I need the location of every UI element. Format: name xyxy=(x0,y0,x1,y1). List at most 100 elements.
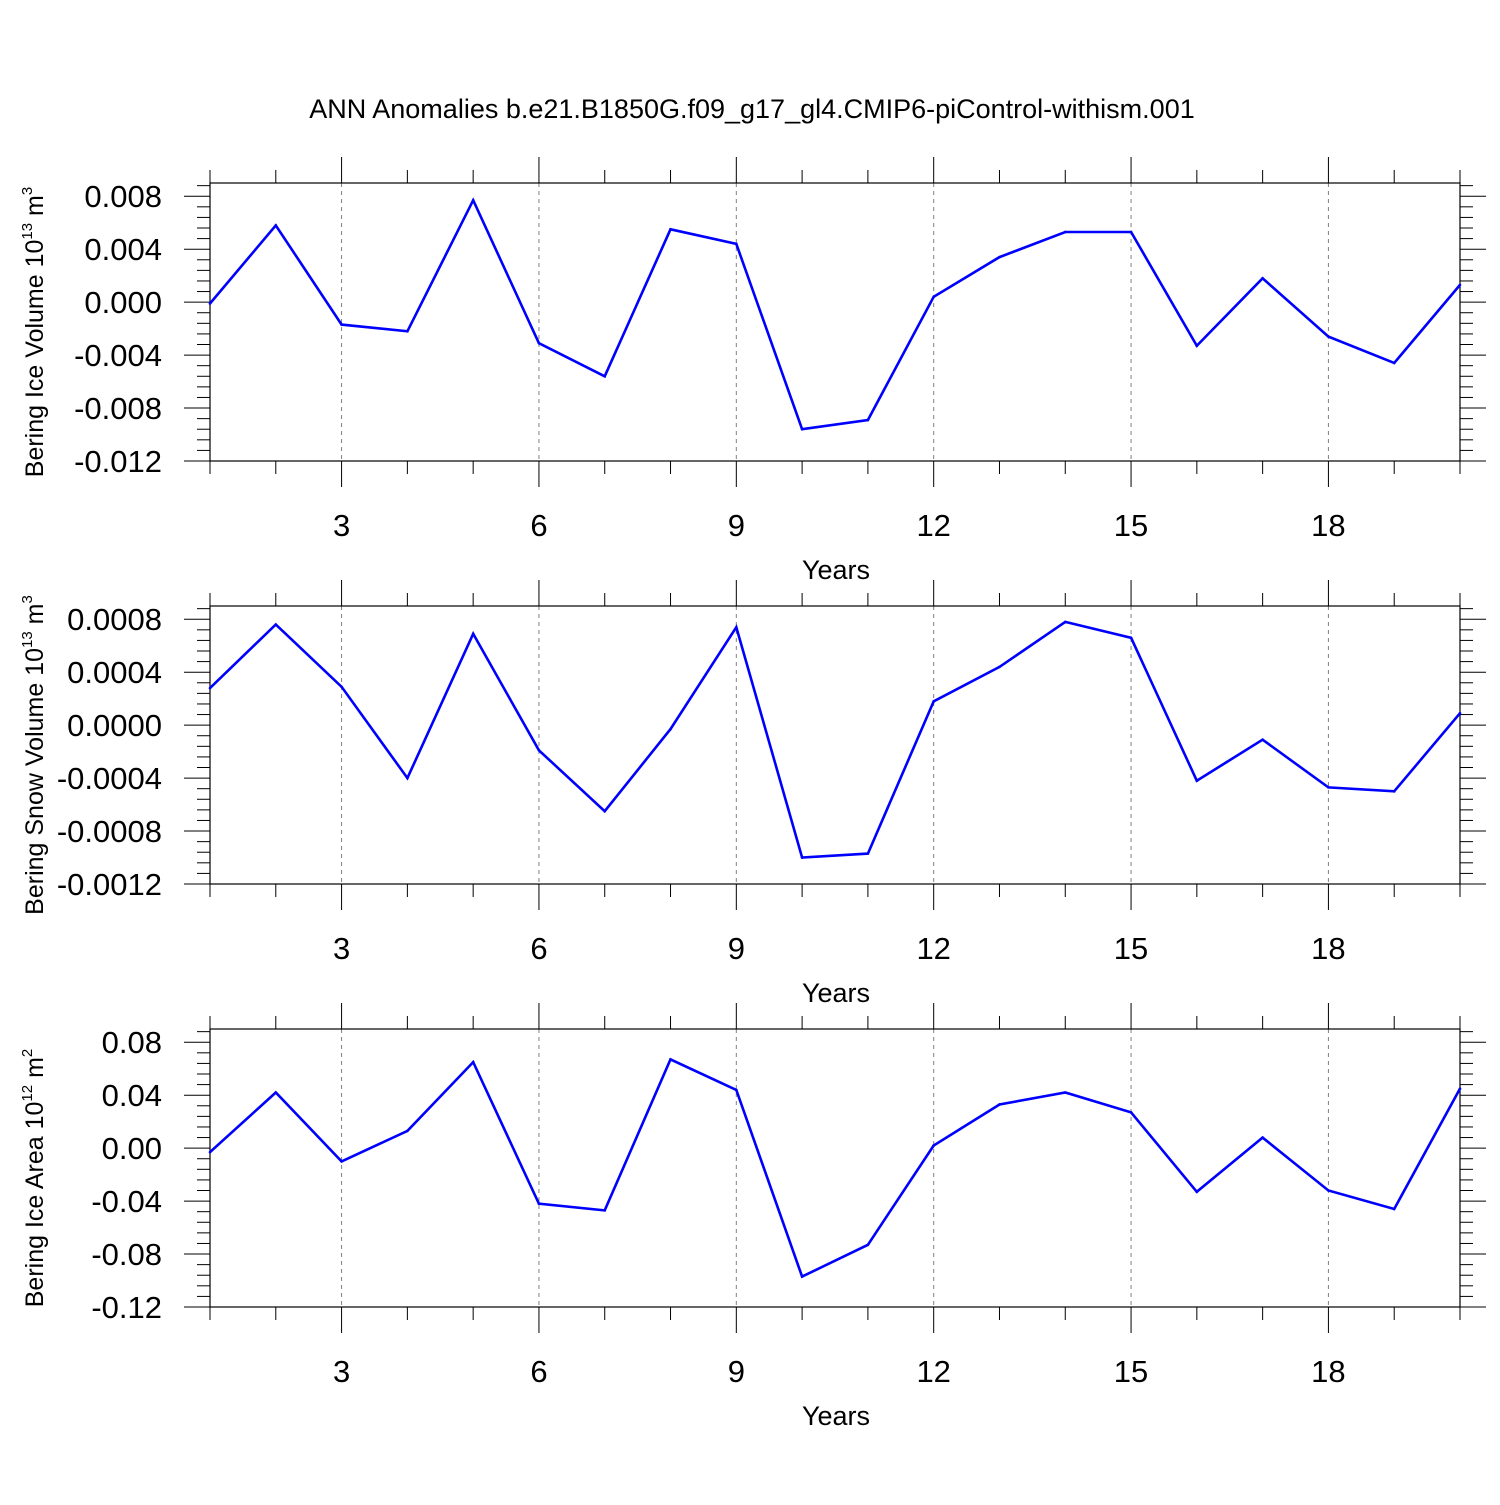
x-tick-label: 9 xyxy=(728,1354,745,1389)
x-tick-label: 18 xyxy=(1311,508,1345,543)
data-point xyxy=(1458,283,1462,287)
series-line xyxy=(209,620,1461,859)
y-axis-label-exponent: 13 xyxy=(19,223,36,240)
data-point xyxy=(1261,738,1264,742)
data-point xyxy=(800,1275,804,1278)
y-axis-label-unit: m xyxy=(21,195,49,223)
x-tick-label: 3 xyxy=(333,1354,350,1389)
y-tick-label: 0.08 xyxy=(102,1025,162,1060)
y-axis-label-unit: m xyxy=(21,1057,49,1085)
data-point xyxy=(1195,344,1199,348)
x-tick-label: 9 xyxy=(728,931,745,966)
data-point xyxy=(998,665,1001,669)
x-axis-label: Years xyxy=(802,1401,870,1431)
y-tick-label: 0.00 xyxy=(102,1131,162,1166)
data-point xyxy=(471,632,475,636)
data-point xyxy=(932,295,935,299)
x-tick-label: 12 xyxy=(916,1354,950,1389)
data-point xyxy=(866,1243,870,1247)
x-axis-label: Years xyxy=(802,555,870,585)
y-tick-label: 0.04 xyxy=(102,1078,162,1113)
y-axis-label: Bering Snow Volume 1013 m3 xyxy=(19,595,49,915)
data-point xyxy=(1392,790,1396,793)
x-tick-label: 15 xyxy=(1114,931,1148,966)
y-tick-label: -0.12 xyxy=(91,1290,162,1325)
y-tick-label: 0.004 xyxy=(84,232,162,267)
data-point xyxy=(1063,230,1067,234)
y-axis-label-unit-exponent: 2 xyxy=(19,1049,36,1057)
data-point xyxy=(406,329,409,333)
data-point xyxy=(1129,230,1133,234)
x-tick-label: 12 xyxy=(916,931,950,966)
data-point xyxy=(603,1209,607,1212)
data-point xyxy=(735,1088,738,1092)
data-point xyxy=(274,224,278,227)
data-point xyxy=(669,727,672,731)
x-tick-label: 6 xyxy=(530,508,547,543)
data-point xyxy=(208,1150,212,1154)
data-point xyxy=(866,418,870,422)
y-axis-label-exponent: 12 xyxy=(19,1085,36,1102)
data-point xyxy=(669,228,672,231)
y-tick-label: 0.000 xyxy=(84,285,162,320)
x-tick-label: 15 xyxy=(1114,1354,1148,1389)
x-tick-label: 18 xyxy=(1311,1354,1345,1389)
y-tick-label: -0.0012 xyxy=(57,867,162,902)
data-point xyxy=(471,198,475,202)
data-point xyxy=(406,776,409,780)
data-point xyxy=(866,852,870,855)
data-point xyxy=(735,242,738,246)
x-tick-label: 6 xyxy=(530,931,547,966)
data-point xyxy=(1261,277,1264,280)
data-point xyxy=(340,1160,343,1163)
x-tick-label: 3 xyxy=(333,508,350,543)
data-point xyxy=(1063,1091,1067,1094)
plot-frame xyxy=(209,1028,1461,1308)
data-point xyxy=(1327,1189,1330,1192)
y-axis-label-exponent: 13 xyxy=(19,631,36,648)
data-point xyxy=(1392,1207,1396,1211)
x-tick-label: 3 xyxy=(333,931,350,966)
data-point xyxy=(1129,636,1133,640)
y-tick-label: -0.008 xyxy=(74,391,162,426)
data-point xyxy=(603,374,607,378)
data-point xyxy=(669,1058,672,1061)
y-axis-label-text: Bering Snow Volume 10 xyxy=(21,648,49,915)
y-tick-label: -0.012 xyxy=(74,444,162,479)
x-tick-label: 18 xyxy=(1311,931,1345,966)
x-axis-label: Years xyxy=(802,978,870,1008)
data-point xyxy=(998,255,1001,259)
y-axis-label-text: Bering Ice Area 10 xyxy=(21,1102,49,1308)
data-point xyxy=(998,1103,1001,1106)
data-point xyxy=(274,623,278,626)
data-point xyxy=(471,1060,475,1064)
data-point xyxy=(1458,1087,1462,1090)
panel-3: -0.12 -0.08 -0.04 0.00 0.04 0.08 3 6 9 12 15 18 Year… xyxy=(19,1003,1486,1431)
data-point xyxy=(537,1202,541,1206)
y-axis-label: Bering Ice Area 1012 m2 xyxy=(19,1049,49,1308)
y-axis-label-unit-exponent: 3 xyxy=(19,595,36,603)
y-tick-label: -0.0008 xyxy=(57,814,162,849)
series-line xyxy=(209,197,1461,431)
panel-1: -0.012 -0.008 -0.004 0.000 0.004 0.008 3 6 9 12 15… xyxy=(19,157,1486,585)
y-tick-label: -0.04 xyxy=(91,1184,162,1219)
series-line xyxy=(209,1057,1462,1279)
data-point xyxy=(800,856,804,859)
data-point xyxy=(340,685,343,689)
data-point xyxy=(537,341,541,345)
data-point xyxy=(340,323,343,326)
plot-frame xyxy=(209,182,1461,462)
x-tick-label: 6 xyxy=(530,1354,547,1389)
data-point xyxy=(1327,335,1330,338)
data-point xyxy=(208,686,212,690)
y-axis-label: Bering Ice Volume 1013 m3 xyxy=(19,187,49,477)
data-point xyxy=(1261,1136,1264,1139)
data-point xyxy=(1458,711,1462,715)
data-point xyxy=(406,1129,409,1133)
y-tick-label: 0.0004 xyxy=(67,655,162,690)
chart-title: ANN Anomalies b.e21.B1850G.f09_g17_gl4.C… xyxy=(309,94,1194,124)
plot-frame xyxy=(209,605,1461,885)
data-point xyxy=(537,748,541,752)
